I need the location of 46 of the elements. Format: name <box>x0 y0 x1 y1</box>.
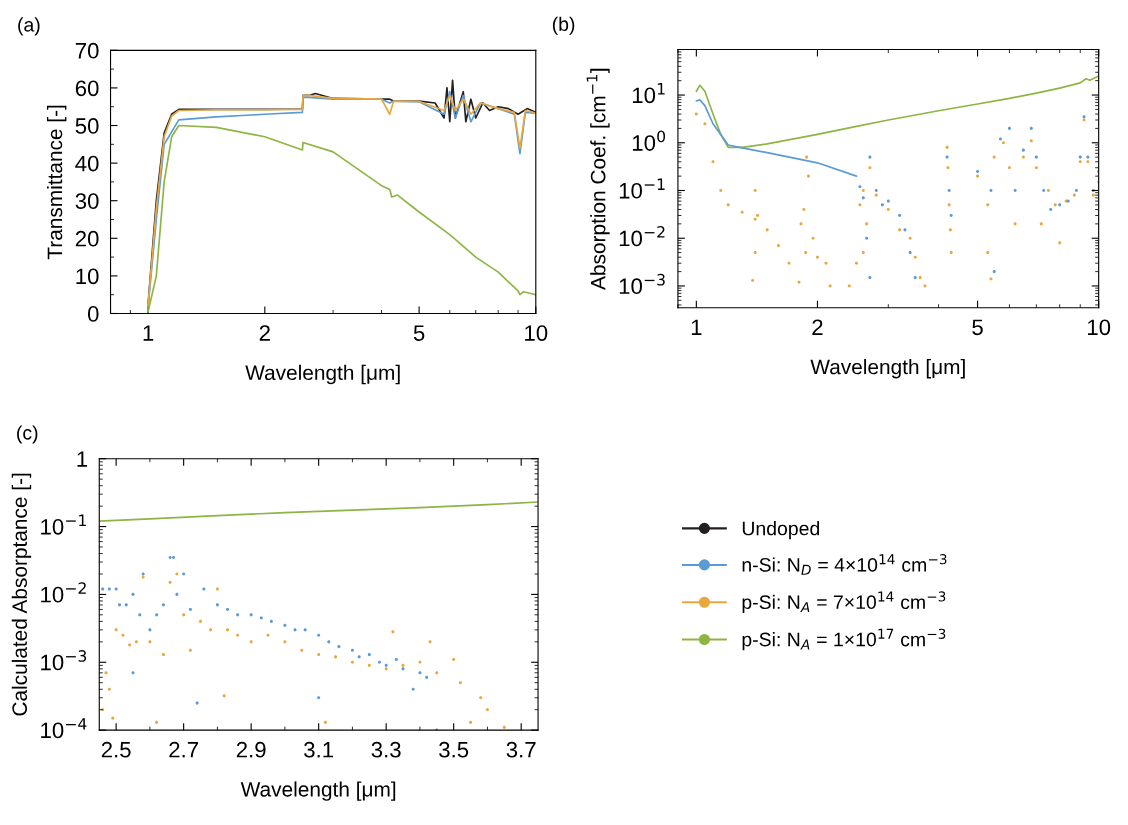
y-tick-label: 10$^{1}$ <box>632 83 665 104</box>
x-tick-label: 10 <box>1088 319 1111 336</box>
y-tick-label: 10$^{−2}$ <box>619 226 665 247</box>
y-tick-label: 10 <box>76 268 99 285</box>
legend-label: p-Si: N$_{A}$ = 1×10$^{17}$ cm$^{−3}$ <box>742 628 946 651</box>
x-tick-label: 3.3 <box>371 741 401 758</box>
x-tick-label: 2.5 <box>101 741 131 758</box>
chart-title: (b) <box>552 16 575 35</box>
x-tick-label: 2.9 <box>236 741 266 758</box>
y-tick-label: 30 <box>75 193 99 209</box>
x-tick-label: 2.7 <box>169 741 198 758</box>
y-tick-label: 50 <box>75 118 99 134</box>
y-tick-label: 20 <box>75 230 99 247</box>
y-tick-label: 10$^{0}$ <box>632 130 666 151</box>
x-tick-label: 3.5 <box>439 741 469 758</box>
x-axis-title: Wavelength [μm] <box>245 364 400 385</box>
x-tick-label: 1 <box>691 319 702 335</box>
x-axis-title: Wavelength [μm] <box>810 359 965 379</box>
y-axis-title: Calculated Absorptance [-] <box>11 473 32 716</box>
y-tick-label: 60 <box>75 80 99 97</box>
y-tick-label: 10$^{−3}$ <box>41 650 87 671</box>
chart-title: (a) <box>18 17 40 36</box>
legend-label: Undoped <box>742 521 820 540</box>
x-tick-label: 1 <box>143 325 154 341</box>
y-tick-label: 10$^{−1}$ <box>41 514 86 535</box>
x-tick-label: 2 <box>812 319 823 335</box>
legend-label: p-Si: N$_{A}$ = 7×10$^{14}$ cm$^{−3}$ <box>742 591 946 613</box>
y-tick-label: 1 <box>77 451 88 467</box>
y-axis-title: Absorption Coef. [cm$^{−1}$] <box>586 68 610 290</box>
legend-label: n-Si: N$_{D}$ = 4×10$^{14}$ cm$^{−3}$ <box>742 554 947 575</box>
y-tick-label: 0 <box>87 306 99 322</box>
y-tick-label: 10$^{−3}$ <box>619 273 665 295</box>
x-tick-label: 3.7 <box>506 741 536 758</box>
y-tick-label: 70 <box>75 42 99 59</box>
y-tick-label: 40 <box>75 155 99 172</box>
x-tick-label: 2 <box>259 325 270 341</box>
x-tick-label: 5 <box>413 325 425 341</box>
x-tick-label: 5 <box>972 319 983 336</box>
y-tick-label: 10$^{−4}$ <box>41 718 87 739</box>
x-tick-label: 3.1 <box>304 741 334 758</box>
chart-title: (c) <box>17 425 38 444</box>
y-axis-title: Transmittance [-] <box>46 105 67 260</box>
y-tick-label: 10$^{−2}$ <box>41 582 86 603</box>
x-tick-label: 10 <box>525 325 548 341</box>
x-axis-title: Wavelength [μm] <box>240 781 396 801</box>
y-tick-label: 10$^{−1}$ <box>619 178 665 199</box>
